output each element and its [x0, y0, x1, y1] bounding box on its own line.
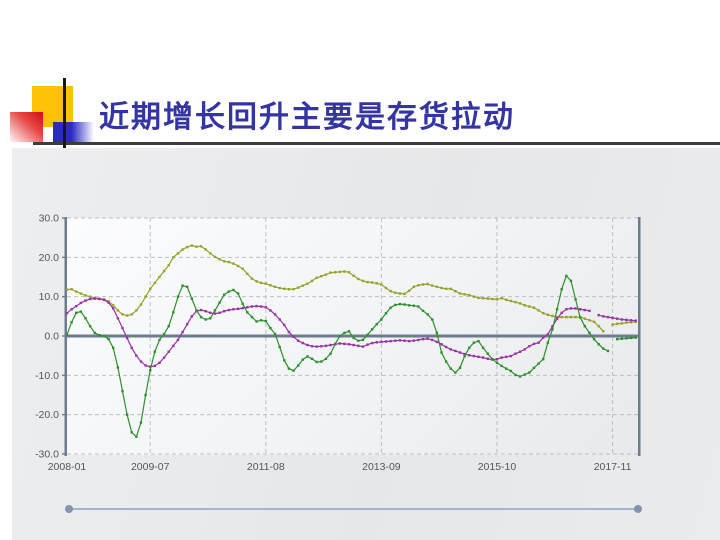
- y-axis-label: -30.0: [35, 449, 59, 461]
- chart-range-slider-track[interactable]: [69, 508, 638, 510]
- y-axis-label: -10.0: [35, 370, 59, 382]
- x-axis-label: 2013-09: [362, 461, 401, 473]
- range-slider-left-handle[interactable]: [65, 505, 73, 513]
- x-axis-label: 2015-10: [478, 461, 517, 473]
- x-axis-label: 2011-08: [247, 461, 285, 473]
- decor-red-square: [10, 112, 43, 142]
- range-slider-right-handle[interactable]: [634, 505, 642, 513]
- y-axis-label: 20.0: [39, 252, 60, 264]
- y-axis-label: 10.0: [39, 291, 60, 303]
- title-divider-rule: [33, 142, 720, 145]
- x-axis-label: 2008-01: [48, 461, 87, 473]
- y-axis-label: -20.0: [35, 409, 59, 421]
- y-axis-label: 0.0: [44, 331, 59, 343]
- x-axis-label: 2017-11: [594, 461, 632, 473]
- decor-vertical-line: [63, 78, 66, 149]
- y-axis-label: 30.0: [39, 213, 60, 225]
- x-axis-label: 2009-07: [131, 461, 170, 473]
- slide-title: 近期增长回升主要是存货拉动: [99, 101, 515, 134]
